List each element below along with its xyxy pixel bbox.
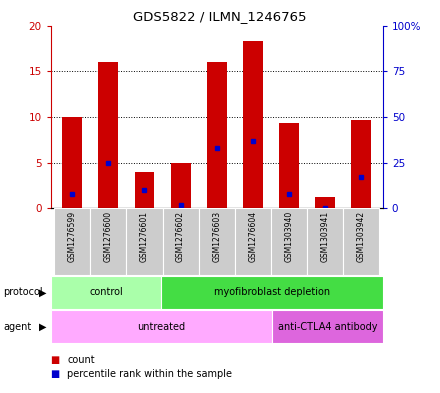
Text: GSM1276602: GSM1276602 [176, 211, 185, 262]
Text: control: control [89, 287, 123, 298]
Text: anti-CTLA4 antibody: anti-CTLA4 antibody [278, 321, 377, 332]
Bar [279, 123, 299, 208]
Bar [351, 119, 371, 208]
Bar [243, 41, 263, 208]
Bar [54, 208, 90, 275]
Bar [161, 276, 383, 309]
Text: GDS5822 / ILMN_1246765: GDS5822 / ILMN_1246765 [133, 10, 307, 23]
Bar [272, 310, 383, 343]
Bar [198, 208, 235, 275]
Bar [315, 197, 335, 208]
Text: count: count [67, 354, 95, 365]
Text: protocol: protocol [4, 287, 43, 298]
Bar [126, 208, 162, 275]
Bar [99, 62, 118, 208]
Text: percentile rank within the sample: percentile rank within the sample [67, 369, 232, 379]
Text: GSM1276603: GSM1276603 [212, 211, 221, 262]
Bar [343, 208, 379, 275]
Text: GSM1276604: GSM1276604 [248, 211, 257, 262]
Bar [162, 208, 198, 275]
Text: myofibroblast depletion: myofibroblast depletion [214, 287, 330, 298]
Text: agent: agent [4, 321, 32, 332]
Text: GSM1303941: GSM1303941 [320, 211, 330, 262]
Text: GSM1303942: GSM1303942 [357, 211, 366, 262]
Bar [51, 310, 272, 343]
Text: GSM1276601: GSM1276601 [140, 211, 149, 262]
Bar [171, 163, 191, 208]
Text: GSM1276600: GSM1276600 [104, 211, 113, 262]
Bar [90, 208, 126, 275]
Text: ▶: ▶ [39, 287, 46, 298]
Text: GSM1276599: GSM1276599 [68, 211, 77, 262]
Bar [307, 208, 343, 275]
Bar [207, 62, 227, 208]
Text: ▶: ▶ [39, 321, 46, 332]
Text: ■: ■ [51, 369, 60, 379]
Text: untreated: untreated [137, 321, 185, 332]
Bar [271, 208, 307, 275]
Bar [235, 208, 271, 275]
Bar [62, 117, 82, 208]
Bar [51, 276, 161, 309]
Text: GSM1303940: GSM1303940 [284, 211, 293, 262]
Bar [135, 172, 154, 208]
Text: ■: ■ [51, 354, 60, 365]
